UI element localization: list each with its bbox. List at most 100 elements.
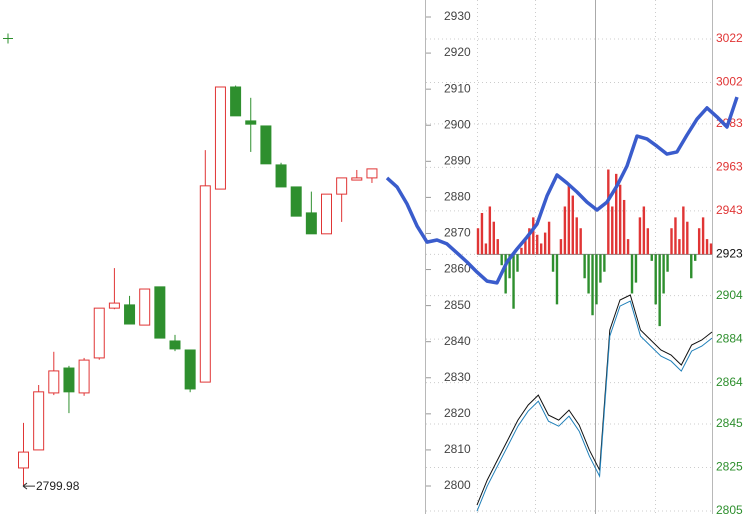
low-annotation: 2799.98: [36, 479, 80, 493]
y-tick-label: 2830: [444, 370, 471, 384]
candle-body: [169, 340, 181, 350]
volume-bar: [642, 206, 646, 255]
volume-bar: [634, 254, 638, 283]
y-tick-label: 2870: [444, 226, 471, 240]
price-line: [476, 300, 713, 512]
y2-tick-label: 2884: [716, 331, 743, 345]
volume-bar: [595, 254, 598, 305]
y-tick-label: 2880: [444, 190, 471, 204]
volume-bar: [626, 239, 630, 255]
crosshair-icon: [3, 33, 13, 44]
volume-bar: [618, 184, 622, 255]
volume-bar: [480, 213, 484, 255]
volume-bar: [524, 239, 527, 255]
volume-bar: [551, 254, 555, 272]
volume-bar: [682, 206, 685, 255]
candle-body: [336, 177, 348, 195]
volume-bar: [508, 254, 511, 279]
candle-body: [108, 302, 120, 309]
volume-bar: [697, 228, 701, 255]
candle-body: [321, 193, 332, 235]
candle-body: [139, 288, 151, 326]
y-tick-label: 2840: [444, 334, 471, 348]
y2-tick-label: 2805: [716, 503, 743, 514]
volume-bar: [654, 254, 657, 305]
candle-body: [33, 391, 45, 451]
volume-bar: [615, 173, 618, 255]
y2-tick-label: 2904: [716, 288, 743, 302]
candle-body: [124, 304, 136, 325]
volume-bar: [547, 221, 551, 255]
volume-bar: [539, 243, 543, 255]
volume-bar: [662, 254, 665, 294]
volume-bar: [512, 254, 515, 309]
candle-body: [260, 125, 272, 165]
candle-body: [78, 359, 90, 394]
y-tick-label: 2860: [444, 262, 471, 276]
y2-tick-label: 3002: [716, 75, 743, 89]
candle-body: [18, 451, 29, 469]
y-tick-label: 2890: [444, 153, 471, 167]
y2-tick-label: 2923: [716, 247, 743, 261]
volume-bar: [686, 221, 689, 255]
volume-bar: [520, 247, 523, 255]
volume-bar: [555, 254, 559, 305]
candle-body: [63, 367, 75, 393]
candle-body: [351, 177, 363, 181]
volume-bar: [611, 206, 614, 255]
volume-bar: [532, 217, 535, 255]
candle-body: [93, 307, 105, 359]
volume-bar: [476, 228, 480, 255]
candle-body: [305, 212, 317, 235]
volume-bar: [658, 254, 661, 327]
volume-bar: [638, 217, 642, 255]
volume-bar: [666, 254, 669, 272]
volume-bar: [567, 184, 571, 255]
y2-tick-label: 2845: [716, 416, 743, 430]
y2-tick-label: 2864: [716, 375, 743, 389]
volume-bar: [599, 254, 602, 283]
volume-bar: [603, 254, 606, 272]
volume-bar: [607, 169, 610, 255]
volume-bar: [630, 254, 634, 294]
candle-body: [214, 86, 226, 190]
candle-body: [184, 349, 196, 390]
volume-bar: [701, 217, 705, 255]
candle-body: [245, 120, 257, 125]
volume-bar: [670, 228, 673, 255]
y-tick-label: 2930: [444, 9, 471, 23]
volume-bar: [536, 234, 539, 255]
volume-bar: [500, 254, 503, 266]
y2-tick-label: 2825: [716, 460, 743, 474]
volume-bar: [563, 206, 567, 255]
volume-bar: [575, 217, 578, 255]
volume-bar: [705, 239, 709, 255]
candle-body: [199, 185, 211, 383]
candle-body: [275, 164, 287, 188]
y-tick-label: 2910: [444, 81, 471, 95]
candle-body: [48, 370, 60, 394]
volume-bar: [484, 243, 488, 255]
low-arrow: [22, 482, 35, 490]
candle-body: [290, 186, 302, 217]
volume-bar: [646, 228, 650, 255]
volume-bar: [516, 254, 519, 272]
volume-bar: [650, 254, 653, 261]
y-tick-label: 2800: [444, 478, 471, 492]
y-tick-label: 2820: [444, 406, 471, 420]
volume-bar: [543, 232, 547, 255]
y-tick-label: 2900: [444, 117, 471, 131]
volume-bar: [528, 228, 531, 255]
y2-tick-label: 2943: [716, 203, 743, 217]
y2-tick-label: 2963: [716, 160, 743, 174]
volume-bar: [496, 239, 499, 255]
trend-line: [385, 96, 739, 285]
volume-bar: [674, 217, 677, 255]
volume-bar: [571, 195, 574, 255]
y-tick-label: 2920: [444, 45, 471, 59]
volume-bar: [690, 254, 693, 279]
candle-body: [154, 286, 166, 339]
volume-bar: [622, 199, 626, 255]
